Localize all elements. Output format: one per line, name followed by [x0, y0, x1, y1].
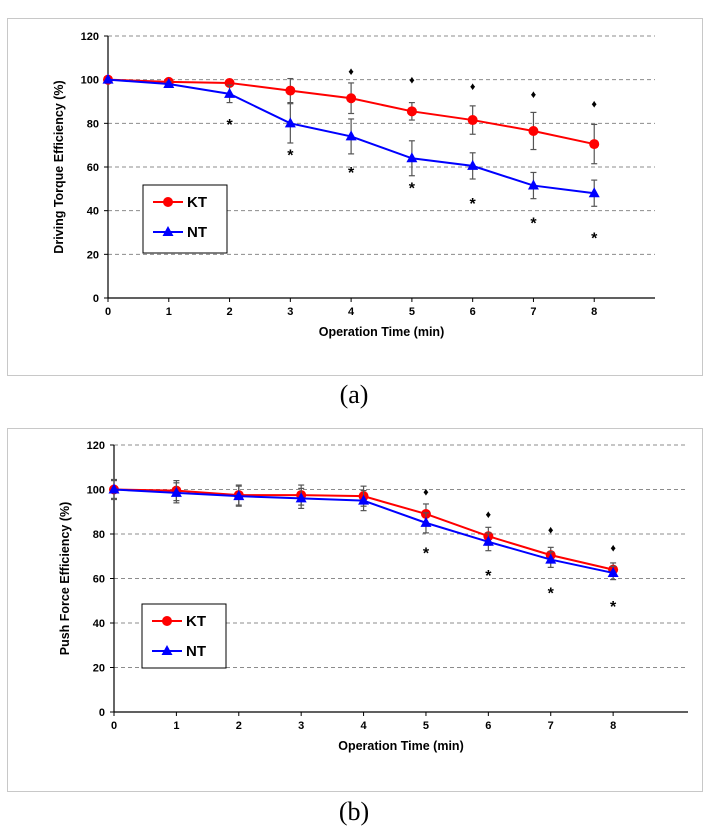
data-point-kt	[346, 93, 357, 104]
legend-label-kt: KT	[186, 613, 206, 630]
y-tick-label: 40	[87, 206, 99, 218]
x-tick-label: 1	[166, 306, 172, 318]
x-tick-label: 3	[287, 306, 293, 318]
significance-asterisk: *	[470, 196, 477, 213]
data-point-nt	[295, 492, 307, 503]
data-point-kt	[528, 125, 539, 136]
data-point-nt	[607, 566, 619, 577]
significance-asterisk: *	[287, 148, 294, 165]
significance-asterisk: *	[610, 599, 617, 616]
x-tick-label: 6	[470, 306, 476, 318]
x-tick-label: 0	[111, 720, 117, 732]
x-axis-title: Operation Time (min)	[338, 739, 463, 753]
legend-marker-nt	[162, 226, 174, 236]
significance-asterisk: *	[530, 215, 537, 232]
significance-diamond: ♦	[531, 89, 537, 101]
x-axis-title: Operation Time (min)	[319, 325, 444, 339]
x-tick-label: 7	[530, 306, 536, 318]
x-tick-label: 5	[409, 306, 415, 318]
significance-asterisk: *	[485, 568, 492, 585]
y-tick-label: 100	[87, 485, 105, 497]
significance-diamond: ♦	[423, 487, 429, 499]
significance-diamond: ♦	[591, 99, 597, 111]
y-tick-label: 120	[87, 440, 105, 452]
caption-a: (a)	[339, 380, 369, 409]
legend-label-nt: NT	[187, 224, 207, 241]
significance-diamond: ♦	[470, 81, 476, 93]
legend-label-kt: KT	[187, 194, 207, 211]
x-tick-label: 3	[298, 720, 304, 732]
x-tick-label: 8	[591, 306, 597, 318]
data-point-nt	[467, 159, 479, 170]
x-tick-label: 2	[226, 306, 232, 318]
y-axis-title: Driving Torque Efficiency (%)	[52, 80, 66, 253]
data-point-nt	[420, 516, 432, 527]
y-tick-label: 60	[93, 574, 105, 586]
y-axis-title: Push Force Efficiency (%)	[58, 502, 72, 656]
legend: KT NT	[142, 184, 228, 254]
data-point-nt	[345, 130, 357, 141]
x-tick-label: 2	[236, 720, 242, 732]
data-point-nt	[108, 483, 120, 494]
data-point-nt	[233, 490, 245, 501]
significance-diamond: ♦	[610, 542, 616, 554]
data-point-nt	[358, 494, 370, 505]
legend-marker-kt	[162, 616, 172, 626]
data-point-nt	[224, 87, 236, 98]
data-point-nt	[284, 117, 296, 128]
legend: KT NT	[141, 603, 227, 669]
x-tick-label: 7	[548, 720, 554, 732]
legend-marker-kt	[163, 197, 173, 207]
legend-box	[142, 184, 228, 254]
significance-diamond: ♦	[548, 525, 554, 537]
y-tick-label: 20	[93, 663, 105, 675]
data-point-nt	[170, 486, 182, 497]
significance-diamond: ♦	[486, 509, 492, 521]
chart-a-svg: 0 20 40 60 80 100 120 0 1 2 3 4 5 6 7 8 Operation Time (…	[52, 31, 655, 339]
y-tick-label: 60	[87, 162, 99, 174]
data-point-kt	[467, 115, 478, 126]
caption-b: (b)	[338, 797, 370, 826]
data-point-nt	[102, 73, 114, 84]
chart-panel-b: 0 20 40 60 80 100 120 0 1 2 3 4 5 6 7 8 Operation Time (…	[7, 428, 703, 792]
data-point-kt	[406, 106, 417, 117]
y-tick-label: 120	[81, 31, 99, 43]
x-tick-label: 8	[610, 720, 616, 732]
y-tick-label: 20	[87, 249, 99, 261]
x-tick-label: 5	[423, 720, 429, 732]
x-tick-label: 4	[361, 720, 368, 732]
data-point-nt	[545, 553, 557, 564]
y-tick-label: 80	[93, 529, 105, 541]
significance-asterisk: *	[548, 586, 555, 603]
chart-b-svg: 0 20 40 60 80 100 120 0 1 2 3 4 5 6 7 8 Operation Time (…	[58, 440, 688, 753]
data-point-nt	[406, 152, 418, 163]
data-point-nt	[163, 78, 175, 89]
data-point-kt	[589, 139, 600, 150]
significance-asterisk: *	[226, 117, 233, 134]
legend-marker-nt	[161, 645, 173, 655]
significance-asterisk: *	[591, 231, 598, 248]
significance-asterisk: *	[423, 546, 430, 563]
data-point-nt	[482, 535, 494, 546]
x-tick-label: 4	[348, 306, 355, 318]
legend-box	[141, 603, 227, 669]
y-tick-label: 80	[87, 118, 99, 130]
significance-diamond: ♦	[409, 75, 415, 87]
significance-diamond: ♦	[348, 66, 354, 78]
x-tick-label: 6	[485, 720, 491, 732]
data-point-nt	[527, 179, 539, 190]
x-tick-label: 1	[173, 720, 179, 732]
y-tick-label: 0	[93, 293, 99, 305]
significance-asterisk: *	[409, 180, 416, 197]
significance-asterisk: *	[348, 165, 355, 182]
y-tick-label: 0	[99, 707, 105, 719]
legend-label-nt: NT	[186, 643, 206, 660]
x-tick-label: 0	[105, 306, 111, 318]
y-tick-label: 40	[93, 618, 105, 630]
y-tick-label: 100	[81, 75, 99, 87]
chart-panel-a: 0 20 40 60 80 100 120 0 1 2 3 4 5 6 7 8 Operation Time (…	[7, 18, 703, 376]
data-point-kt	[285, 85, 296, 96]
data-point-nt	[588, 187, 600, 198]
